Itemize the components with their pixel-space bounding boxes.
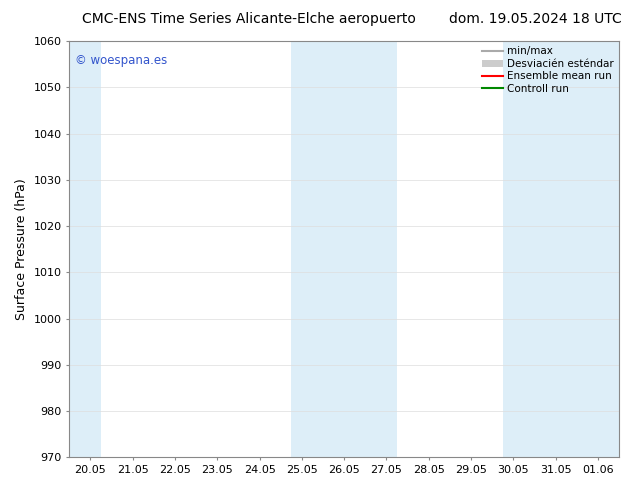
Bar xyxy=(69,41,101,457)
Legend: min/max, Desviacién esténdar, Ensemble mean run, Controll run: min/max, Desviacién esténdar, Ensemble m… xyxy=(480,44,616,96)
Y-axis label: Surface Pressure (hPa): Surface Pressure (hPa) xyxy=(15,178,28,320)
Text: CMC-ENS Time Series Alicante-Elche aeropuerto: CMC-ENS Time Series Alicante-Elche aerop… xyxy=(82,12,417,26)
Bar xyxy=(291,41,397,457)
Text: dom. 19.05.2024 18 UTC: dom. 19.05.2024 18 UTC xyxy=(449,12,621,26)
Bar xyxy=(503,41,619,457)
Text: © woespana.es: © woespana.es xyxy=(75,53,167,67)
